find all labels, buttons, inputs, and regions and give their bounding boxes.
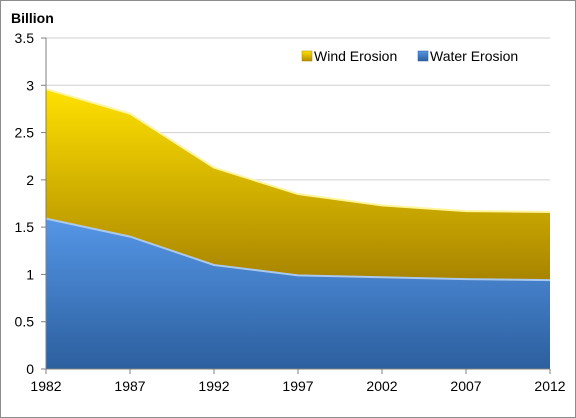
area-wind-erosion bbox=[46, 89, 550, 281]
x-axis-ticks: 1982 1987 1992 1997 2002 2007 2012 bbox=[30, 378, 565, 394]
area-water-erosion bbox=[46, 218, 550, 369]
area-water-erosion-top-edge bbox=[45, 217, 551, 282]
plot-area bbox=[45, 88, 551, 369]
unit-label: Billion bbox=[11, 10, 54, 26]
x-tick-label-1982: 1982 bbox=[30, 378, 61, 394]
x-tick-label-1997: 1997 bbox=[282, 378, 313, 394]
y-tick-label-2.5: 2.5 bbox=[15, 125, 35, 141]
legend-label-wind-erosion: Wind Erosion bbox=[314, 48, 397, 64]
x-tick-label-1987: 1987 bbox=[114, 378, 145, 394]
legend-swatch-water-erosion bbox=[417, 50, 429, 62]
y-tick-label-0: 0 bbox=[26, 361, 34, 377]
legend-label-water-erosion: Water Erosion bbox=[430, 48, 518, 64]
x-tick-label-1992: 1992 bbox=[198, 378, 229, 394]
y-tick-label-1.5: 1.5 bbox=[15, 219, 35, 235]
y-axis-ticks: 0 0.5 1 1.5 2 2.5 3 3.5 bbox=[15, 30, 35, 377]
legend: Wind Erosion Water Erosion bbox=[301, 48, 518, 64]
x-tick-label-2007: 2007 bbox=[450, 378, 481, 394]
y-tick-label-3.5: 3.5 bbox=[15, 30, 35, 46]
y-tick-label-0.5: 0.5 bbox=[15, 314, 35, 330]
area-wind-erosion-top-edge bbox=[45, 88, 551, 214]
legend-swatch-wind-erosion bbox=[301, 50, 313, 62]
x-tick-label-2012: 2012 bbox=[534, 378, 565, 394]
y-tick-label-3: 3 bbox=[26, 77, 34, 93]
axes bbox=[41, 37, 551, 374]
x-tick-label-2002: 2002 bbox=[366, 378, 397, 394]
y-tick-label-1: 1 bbox=[26, 266, 34, 282]
y-tick-label-2: 2 bbox=[26, 172, 34, 188]
